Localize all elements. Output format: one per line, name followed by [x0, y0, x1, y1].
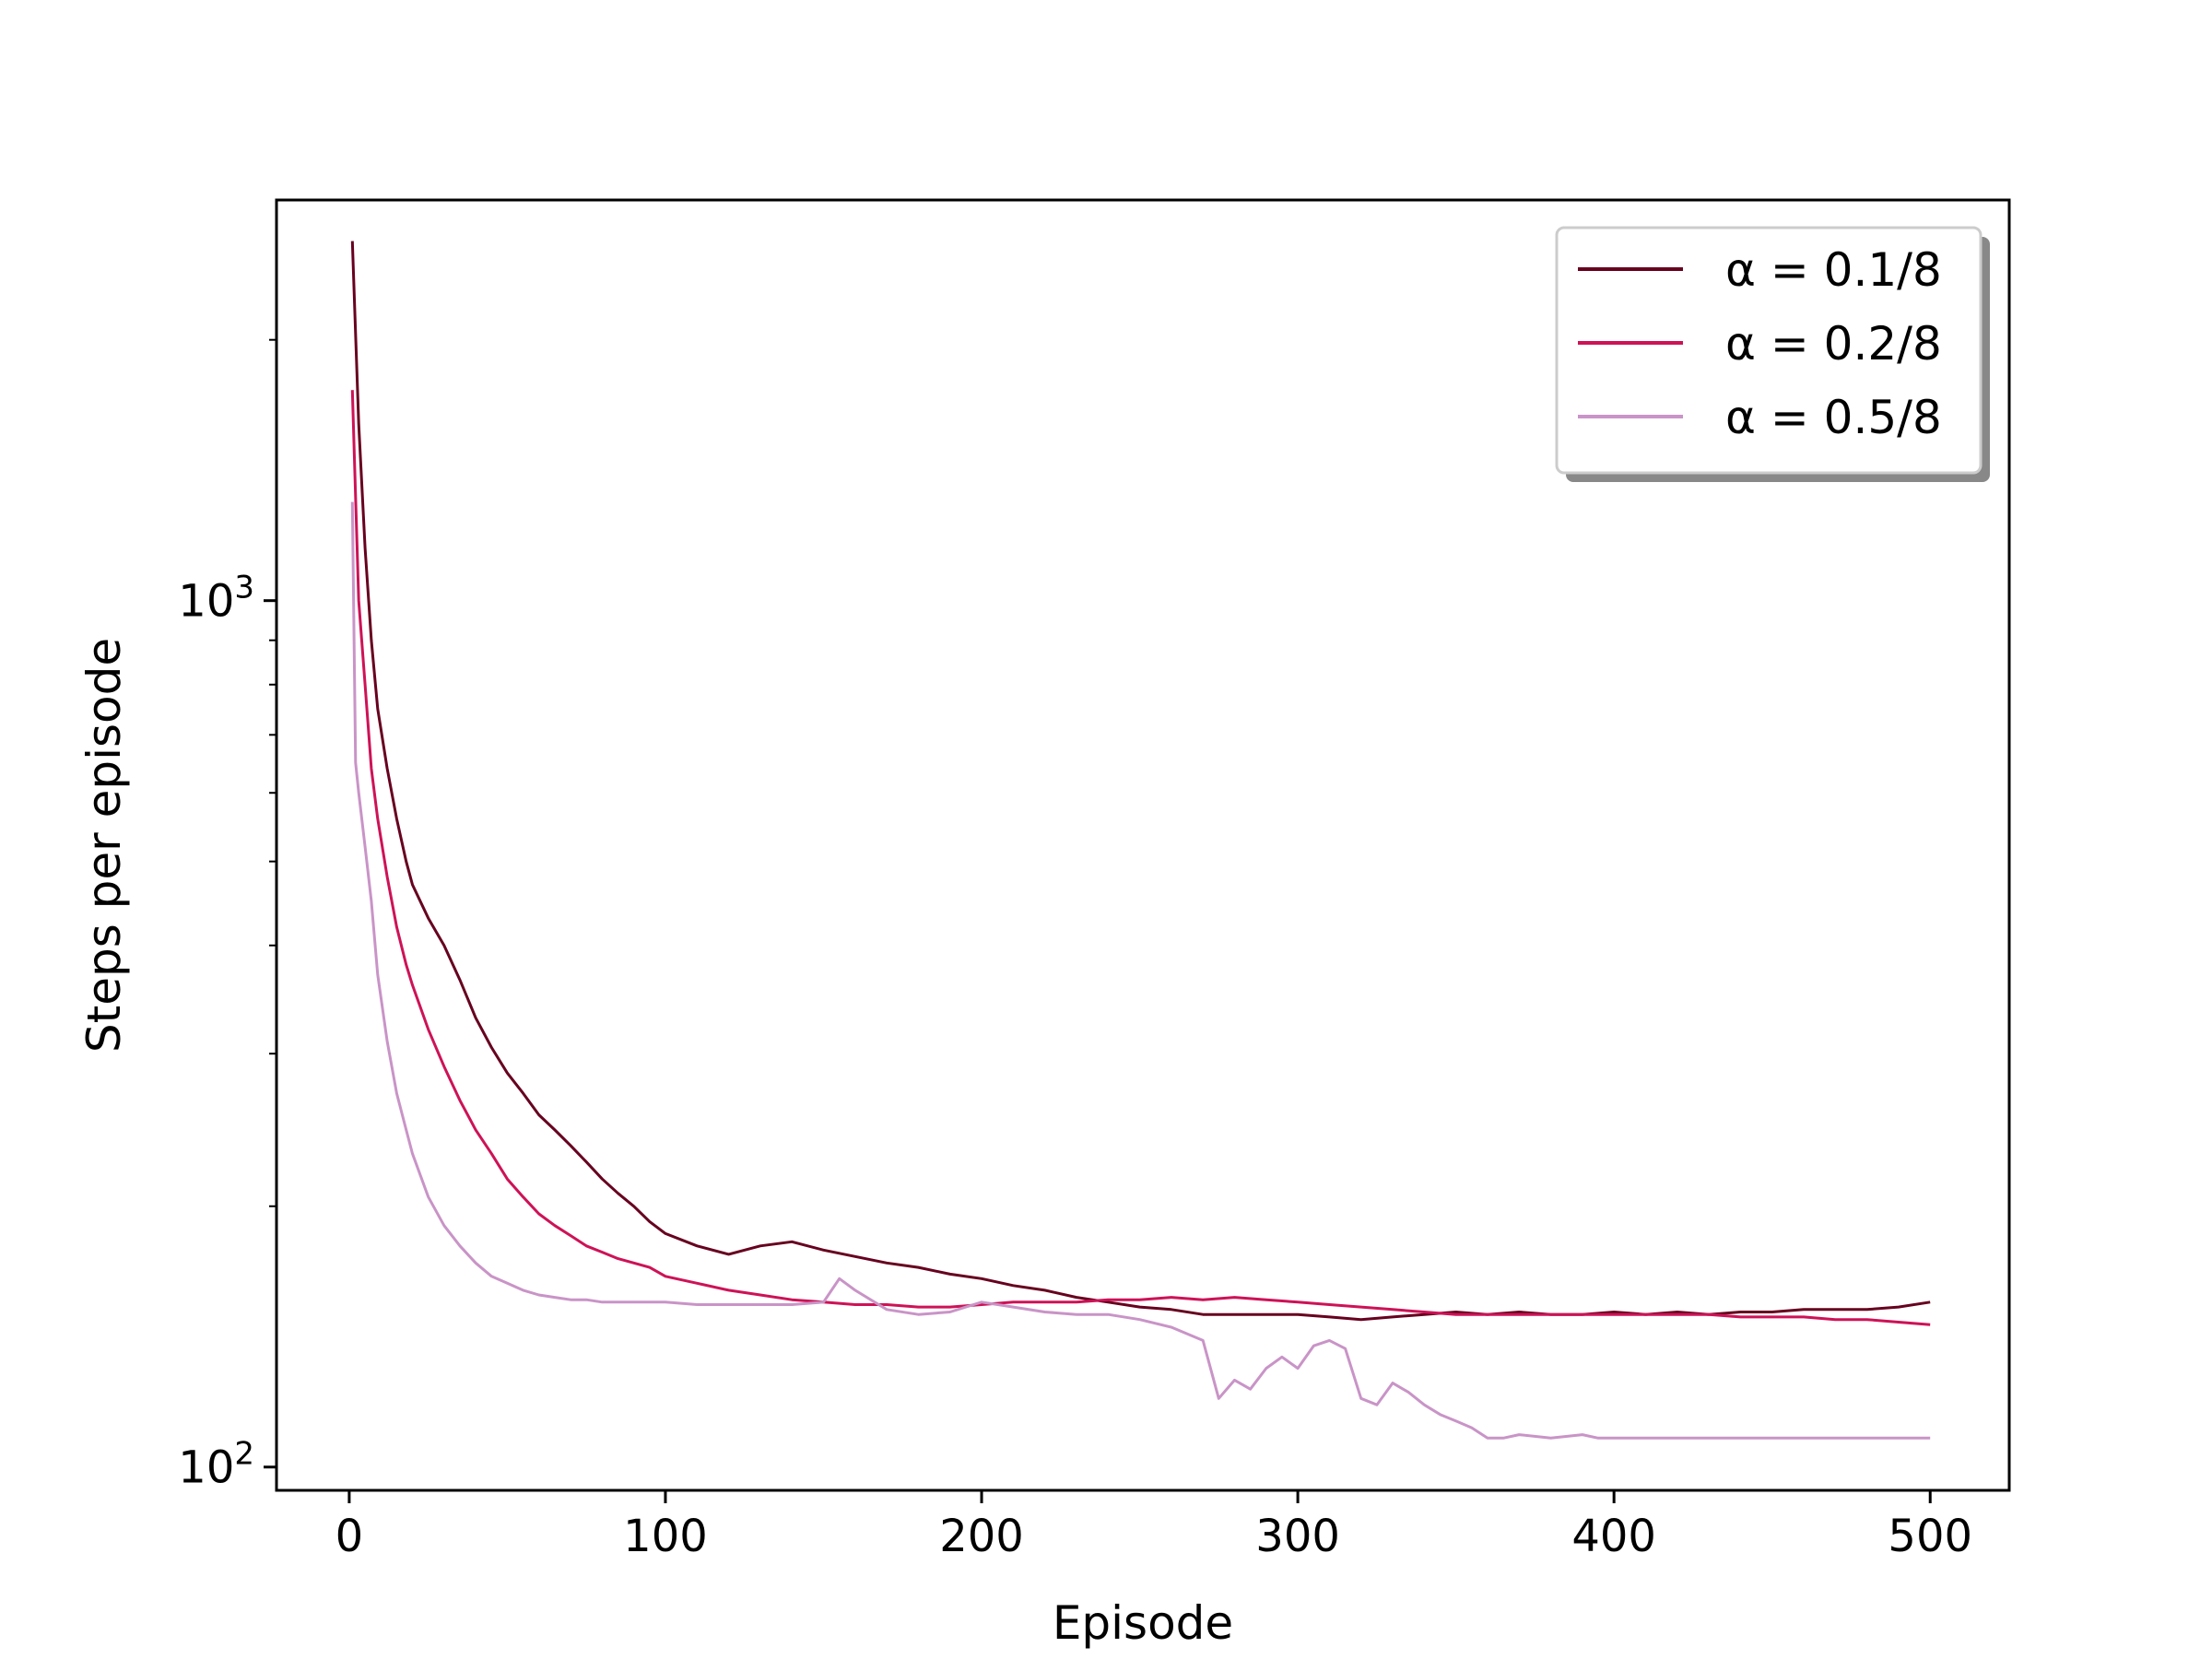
x-tick-label: 400 — [1571, 1511, 1656, 1562]
y-tick-label: 102 — [178, 1436, 254, 1494]
legend: α = 0.1/8 α = 0.2/8 α = 0.5/8 — [1555, 226, 1990, 482]
legend-label-2: α = 0.2/8 — [1725, 317, 1942, 371]
series-line-3 — [350, 501, 1931, 1440]
x-tick-label: 100 — [623, 1511, 708, 1562]
x-tick-label: 500 — [1888, 1511, 1972, 1562]
x-axis: 0 100 200 300 400 500 — [335, 1490, 1972, 1562]
legend-entries: α = 0.1/8 α = 0.2/8 α = 0.5/8 — [1578, 243, 1942, 444]
series-layer — [350, 241, 1931, 1440]
x-tick-label: 0 — [335, 1511, 364, 1562]
plot-frame — [275, 198, 2011, 1492]
x-axis-label: Episode — [1053, 1596, 1233, 1650]
y-axis: 102 103 — [178, 338, 276, 1494]
legend-box — [1555, 226, 1983, 475]
x-tick-label: 200 — [939, 1511, 1024, 1562]
y-tick-label: 103 — [178, 570, 254, 628]
series-line-2 — [350, 390, 1931, 1326]
y-axis-label: Steps per episode — [77, 638, 131, 1053]
legend-label-3: α = 0.5/8 — [1725, 391, 1942, 444]
legend-label-1: α = 0.1/8 — [1725, 243, 1942, 297]
x-tick-label: 300 — [1255, 1511, 1340, 1562]
